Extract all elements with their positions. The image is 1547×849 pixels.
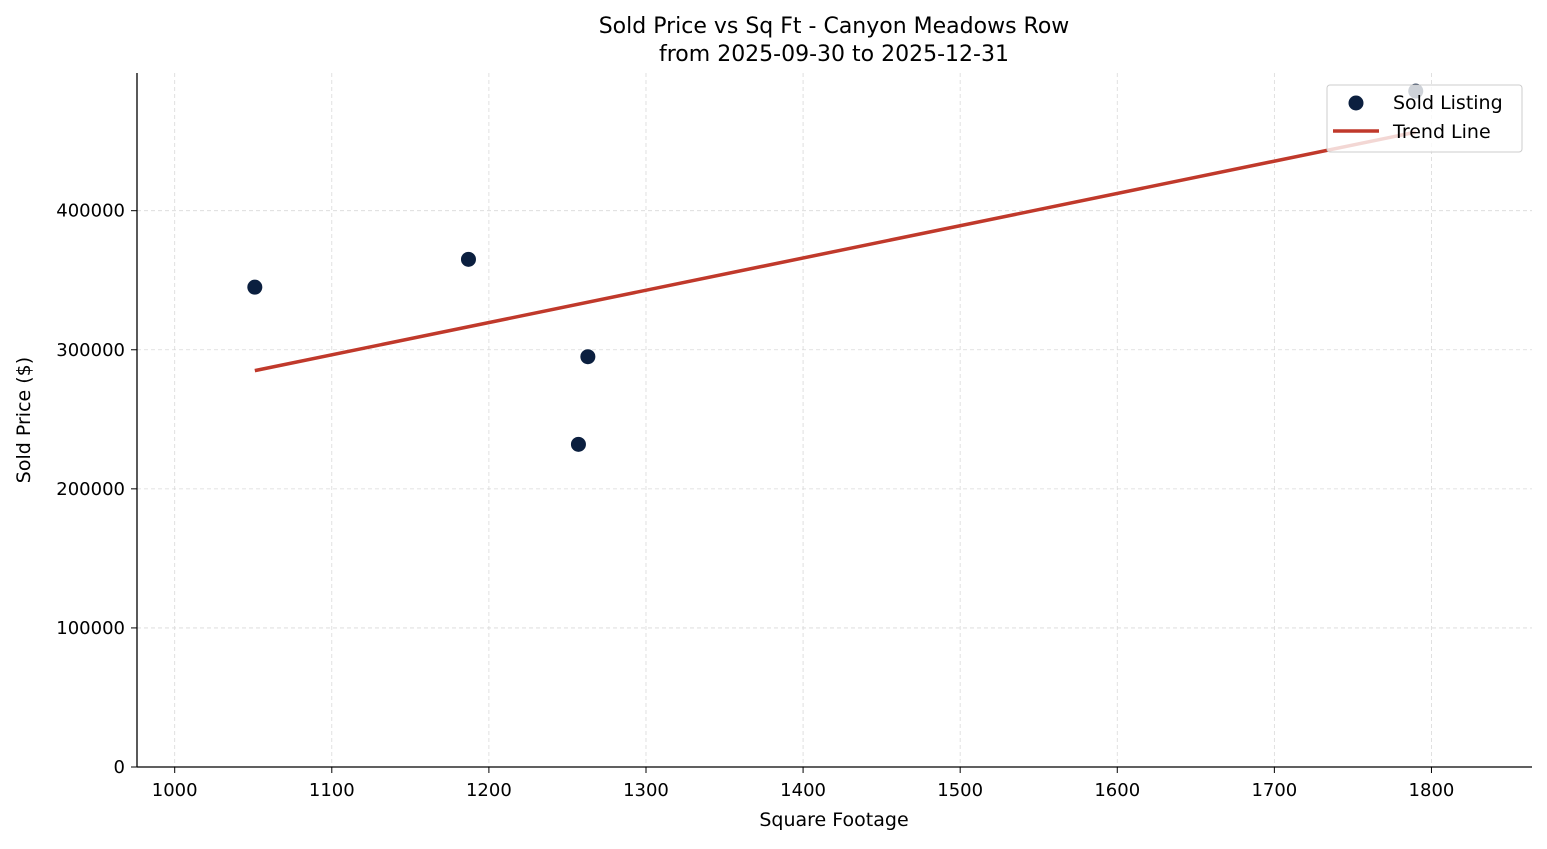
legend-marker-sold-listing xyxy=(1348,95,1364,111)
x-tick-label: 1000 xyxy=(152,780,198,801)
x-tick-label: 1400 xyxy=(780,780,826,801)
x-tick-label: 1500 xyxy=(937,780,983,801)
x-tick-label: 1200 xyxy=(466,780,512,801)
y-tick-label: 400000 xyxy=(56,201,125,222)
chart-title: Sold Price vs Sq Ft - Canyon Meadows Row xyxy=(599,14,1070,39)
y-tick-label: 100000 xyxy=(56,618,125,639)
grid xyxy=(137,73,1532,767)
data-point xyxy=(580,349,596,365)
ticks: 1000 1100 1200 1300 1400 1500 1600 1700 1800 0 100… xyxy=(56,201,1454,801)
points-group xyxy=(247,83,1424,452)
y-tick-label: 200000 xyxy=(56,479,125,500)
y-tick-label: 0 xyxy=(114,757,125,778)
chart-subtitle: from 2025-09-30 to 2025-12-31 xyxy=(659,42,1009,67)
data-point xyxy=(460,251,476,267)
legend-box xyxy=(1326,84,1523,153)
y-axis-label: Sold Price ($) xyxy=(13,357,35,483)
data-point xyxy=(570,436,586,452)
x-tick-label: 1100 xyxy=(309,780,355,801)
x-tick-label: 1300 xyxy=(623,780,669,801)
data-point xyxy=(247,279,263,295)
x-tick-label: 1700 xyxy=(1251,780,1297,801)
x-axis-label: Square Footage xyxy=(759,809,908,831)
trend-line-group xyxy=(254,130,1417,373)
legend: Sold Listing Trend Line xyxy=(1326,84,1523,153)
x-tick-label: 1600 xyxy=(1094,780,1140,801)
y-tick-label: 300000 xyxy=(56,340,125,361)
legend-label-trend-line: Trend Line xyxy=(1392,121,1491,143)
trend-line xyxy=(254,130,1417,373)
legend-label-sold-listing: Sold Listing xyxy=(1393,92,1503,114)
x-tick-label: 1800 xyxy=(1409,780,1455,801)
